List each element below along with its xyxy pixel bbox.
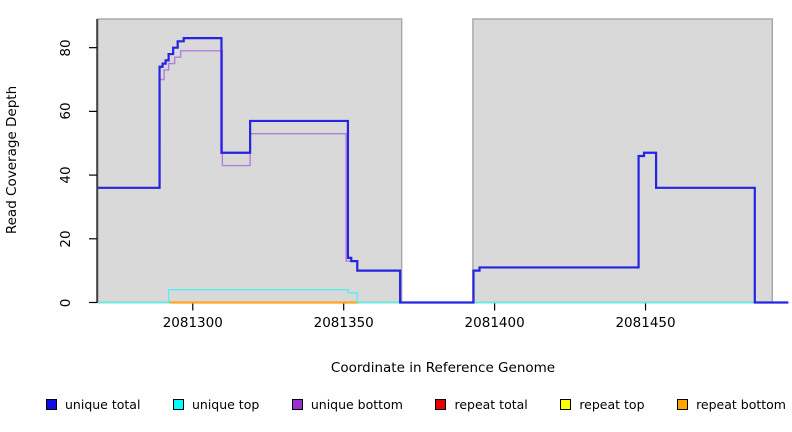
- x-tick-label: 2081350: [313, 315, 374, 331]
- series-line-unique-top: [98, 289, 789, 304]
- legend: unique total unique top unique bottom repea…: [46, 397, 786, 412]
- y-tick-label: 20: [58, 230, 74, 248]
- series-line-unique-total: [98, 37, 789, 304]
- legend-label: repeat total: [454, 397, 528, 412]
- y-tick-label: 0: [58, 298, 74, 307]
- y-tick-label: 80: [58, 39, 74, 57]
- legend-swatch-icon: [46, 399, 57, 410]
- legend-swatch-icon: [560, 399, 572, 410]
- plot-background-region: [472, 18, 774, 304]
- legend-item-repeat-top: repeat top: [560, 397, 645, 412]
- legend-label: unique top: [191, 397, 260, 412]
- legend-item-unique-bottom: unique bottom: [291, 397, 403, 412]
- y-tick-label: 40: [58, 166, 74, 184]
- x-axis-title: Coordinate in Reference Genome: [330, 360, 556, 376]
- legend-label: unique total: [65, 397, 141, 412]
- legend-swatch-icon: [677, 399, 689, 410]
- legend-swatch-icon: [172, 399, 184, 410]
- x-tick-label: 2081450: [615, 315, 676, 331]
- legend-swatch-icon: [435, 399, 447, 410]
- y-tick-label: 60: [58, 102, 74, 120]
- legend-item-unique-total: unique total: [46, 397, 140, 412]
- legend-item-repeat-bottom: repeat bottom: [677, 397, 786, 412]
- y-axis-title: Read Coverage Depth: [4, 85, 20, 235]
- x-tick-label: 2081400: [464, 315, 525, 331]
- legend-label: unique bottom: [310, 397, 403, 412]
- legend-swatch-icon: [291, 399, 303, 410]
- legend-label: repeat bottom: [696, 397, 786, 412]
- legend-item-repeat-total: repeat total: [435, 397, 528, 412]
- legend-item-unique-top: unique top: [172, 397, 260, 412]
- legend-label: repeat top: [579, 397, 645, 412]
- x-tick-label: 2081300: [162, 315, 223, 331]
